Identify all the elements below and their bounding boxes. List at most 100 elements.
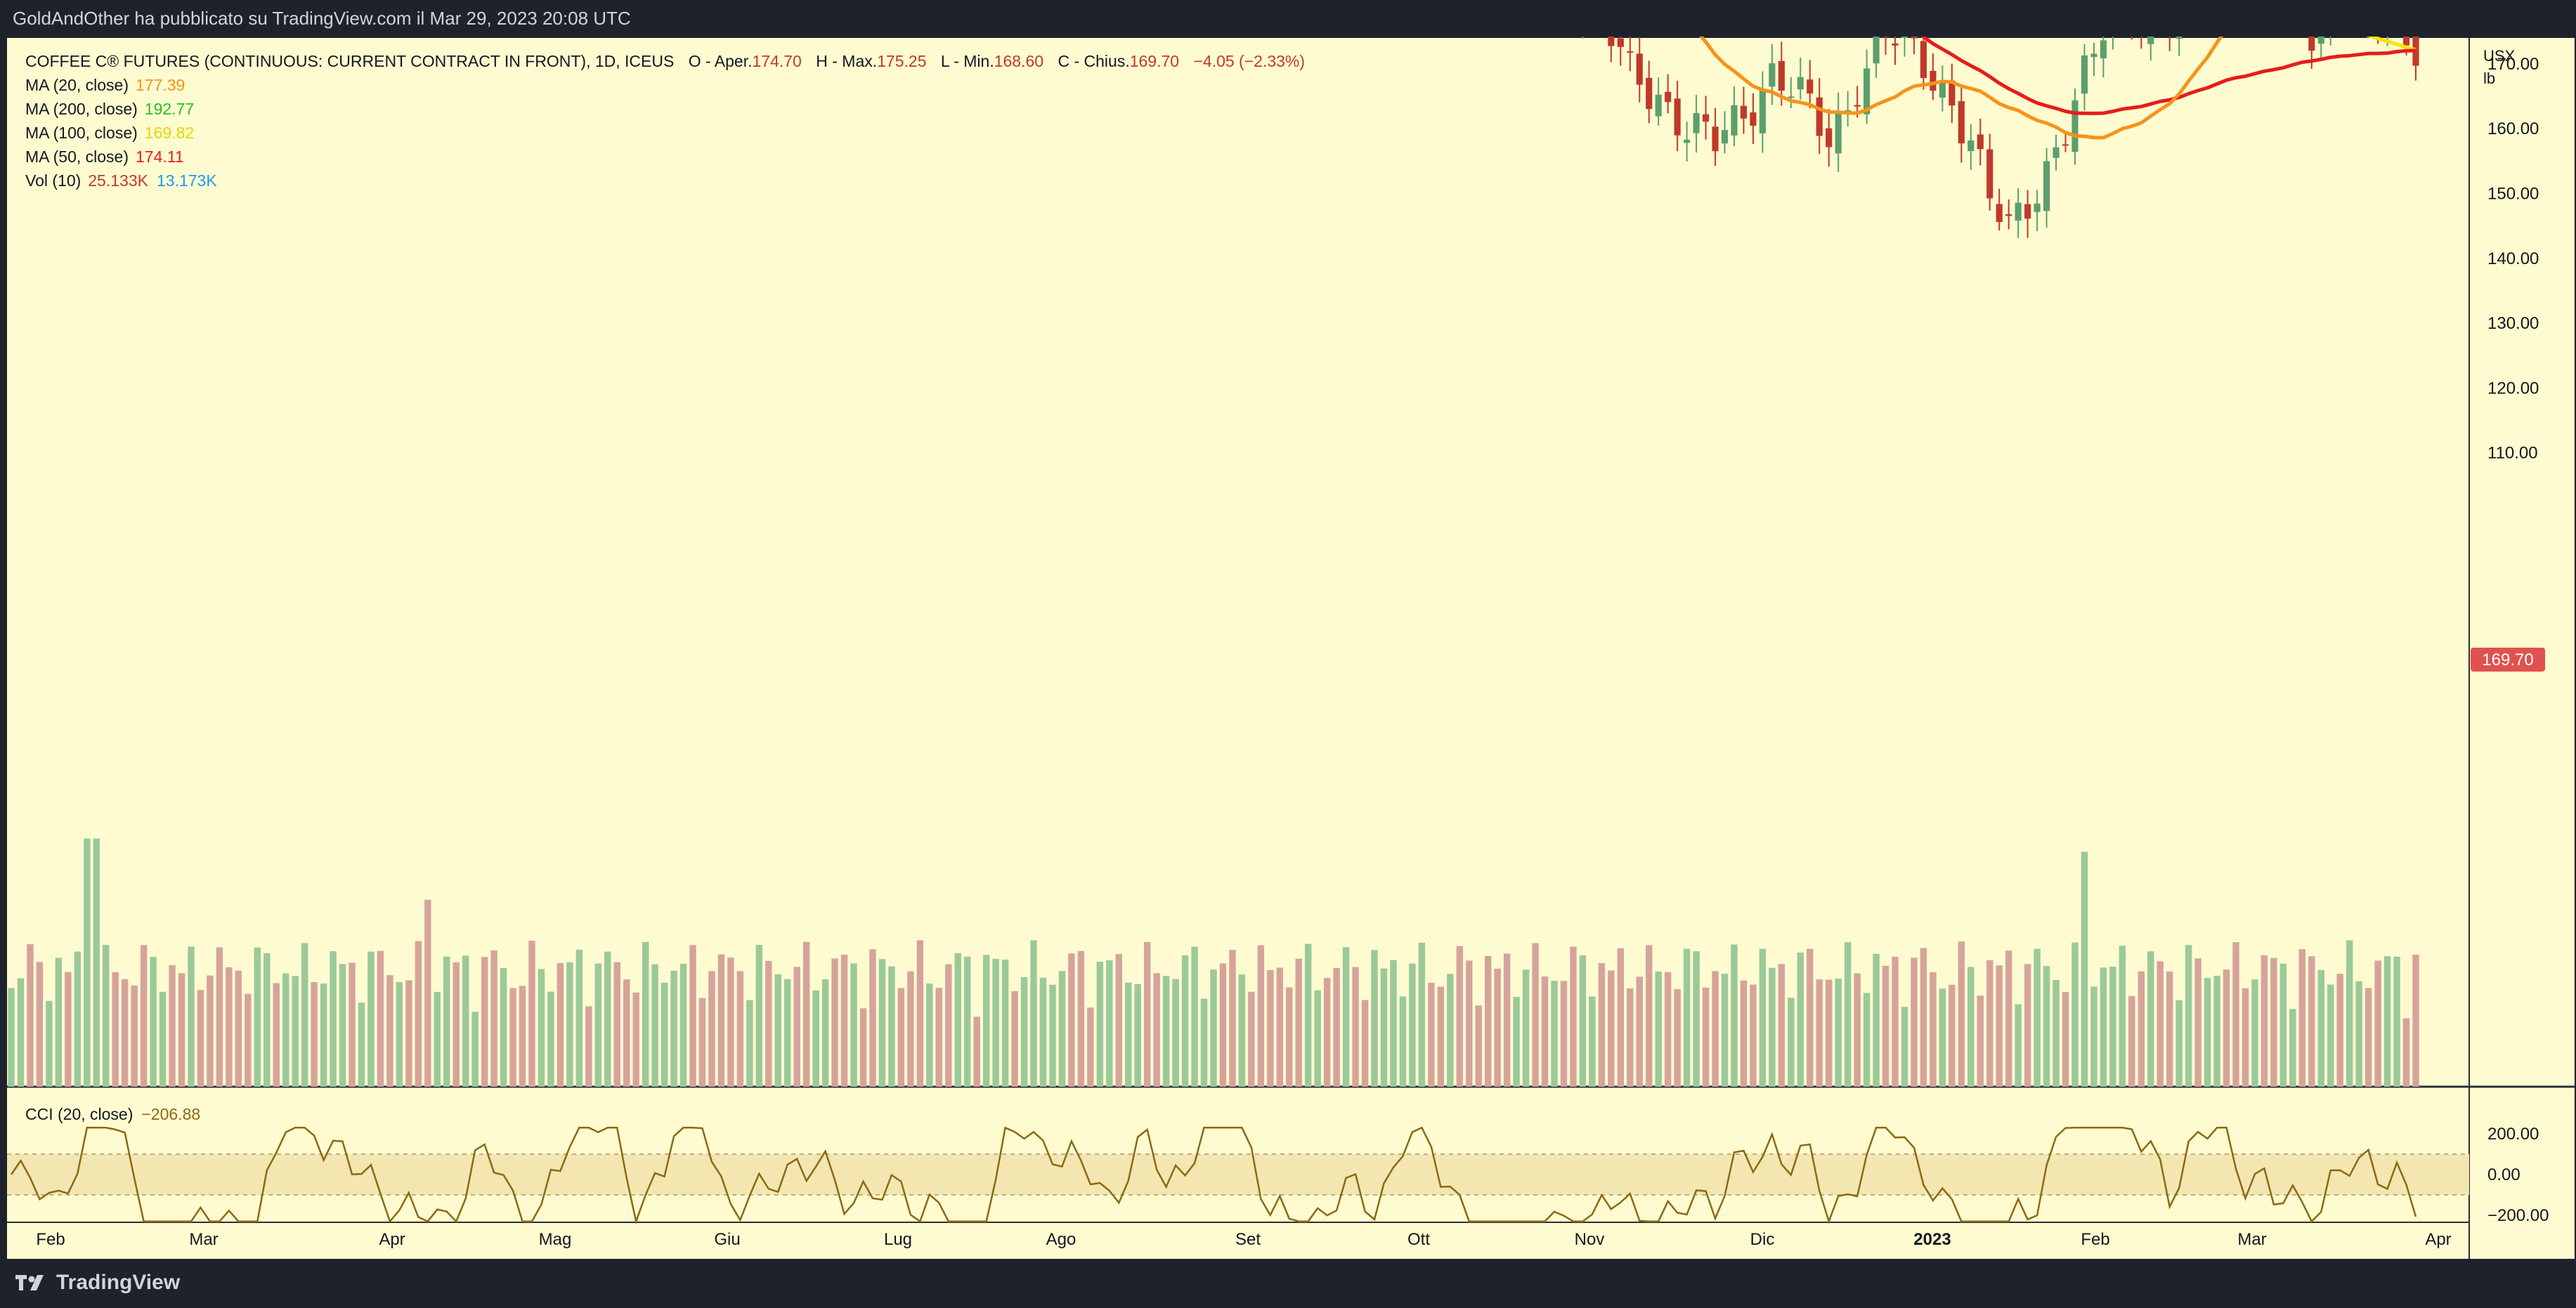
volume-bar (2053, 979, 2060, 1087)
volume-bar (235, 970, 242, 1087)
volume-bar (320, 983, 327, 1087)
volume-bar (784, 979, 791, 1087)
legend-cci[interactable]: CCI (20, close) −206.88 (25, 1105, 200, 1123)
legend-ma20-value: 177.39 (136, 76, 185, 94)
volume-bar (632, 992, 639, 1087)
time-tick-label: Giu (714, 1230, 740, 1249)
volume-bar (708, 971, 715, 1087)
cci-axis: 200.00 0.00 −200.00 (2487, 1125, 2549, 1225)
volume-bar (131, 985, 138, 1087)
volume-bar (661, 982, 668, 1087)
time-tick-label: Dic (1750, 1230, 1775, 1249)
volume-bar (1664, 972, 1672, 1087)
volume-bar (2024, 964, 2031, 1087)
volume-bar (1229, 950, 1236, 1087)
volume-bar (2119, 946, 2126, 1087)
candle-body (1646, 77, 1653, 110)
volume-bar (1058, 971, 1066, 1087)
volume-bar (1570, 946, 1577, 1087)
volume-bar (897, 988, 905, 1087)
legend-ma200-label: MA (200, close) (25, 100, 138, 118)
legend-change: −4.05 (−2.33%) (1193, 52, 1305, 70)
volume-bar (2393, 956, 2400, 1087)
volume-bar (150, 957, 157, 1087)
candle-body (1608, 18, 1615, 46)
legend-ma50[interactable]: MA (50, close) 174.11 (25, 148, 184, 166)
cci-line-group (10, 1126, 2417, 1225)
volume-bar (1967, 967, 1975, 1087)
price-tick-label: 120.00 (2487, 379, 2539, 398)
candle-body (1740, 105, 1748, 119)
volume-bar (2090, 986, 2097, 1087)
candle-body (1826, 128, 1833, 148)
volume-bar (27, 944, 34, 1087)
legend-l-label: L - Min. (941, 52, 994, 70)
volume-bar (84, 838, 91, 1087)
legend-ma100-label: MA (100, close) (25, 124, 138, 142)
candle-body (2062, 144, 2069, 146)
volume-bar (1825, 979, 1833, 1087)
candle-body (1939, 82, 1946, 98)
candle-body (1750, 112, 1757, 126)
legend-volume[interactable]: Vol (10) 25.133K 13.173K (25, 171, 217, 190)
volume-bar (585, 1006, 592, 1087)
volume-bar (1655, 971, 1662, 1087)
tradingview-brand[interactable]: TradingView (14, 1271, 180, 1295)
volume-bar (1930, 972, 1937, 1087)
chart-canvas[interactable]: 110.00 120.00 130.00 140.00 150.00 160.00 170.… (0, 0, 2576, 1259)
volume-bar (878, 959, 886, 1087)
candle-body (2308, 19, 2315, 51)
candle-body (1797, 77, 1804, 90)
candle-body (1665, 91, 1672, 103)
chart-frame[interactable]: 110.00 120.00 130.00 140.00 150.00 160.00 170.… (0, 0, 2576, 1259)
price-tick-label: 150.00 (2487, 185, 2539, 204)
time-tick-label: Feb (36, 1230, 65, 1249)
volume-bar (557, 963, 564, 1087)
volume-bar (2062, 992, 2069, 1087)
published-by-text: GoldAndOther ha pubblicato su TradingVie… (13, 8, 631, 29)
legend-ma100[interactable]: MA (100, close) 169.82 (25, 124, 194, 142)
volume-bar (159, 991, 167, 1087)
volume-bar (1522, 969, 1530, 1087)
volume-bar (1683, 948, 1691, 1087)
volume-bar (1693, 951, 1700, 1087)
volume-bar (1579, 955, 1587, 1087)
candle-body (1636, 53, 1643, 85)
volume-bar (1475, 1005, 1482, 1087)
volume-bar (1627, 988, 1634, 1087)
cci-tick-label: 200.00 (2487, 1125, 2539, 1144)
volume-bar (964, 956, 971, 1087)
volume-bar (216, 947, 223, 1087)
volume-bar (178, 973, 186, 1087)
candle-body (1721, 130, 1729, 144)
volume-bar (1702, 987, 1710, 1087)
volume-bar (1759, 948, 1767, 1087)
volume-bar (812, 990, 819, 1087)
volume-bar (1484, 955, 1492, 1087)
legend-ma100-value: 169.82 (145, 124, 194, 142)
legend-ma200[interactable]: MA (200, close) 192.77 (25, 100, 194, 118)
volume-bar (1437, 986, 1445, 1087)
volume-bar (1200, 998, 1208, 1087)
volume-bar (2298, 949, 2306, 1087)
volume-bar (330, 951, 337, 1087)
candle-body (1759, 91, 1766, 133)
volume-bar (254, 947, 261, 1087)
candle-body (1702, 114, 1710, 122)
volume-bar (1920, 948, 1927, 1087)
volume-bar (2374, 960, 2381, 1087)
volume-bar (1816, 979, 1823, 1087)
volume-bar (926, 983, 933, 1087)
volume-bar (1674, 988, 1681, 1087)
candle-body (2053, 147, 2060, 158)
legend-ma20[interactable]: MA (20, close) 177.39 (25, 76, 185, 94)
candle-body (1845, 110, 1852, 112)
legend: COFFEE C® FUTURES (CONTINUOUS: CURRENT C… (25, 52, 1305, 1123)
volume-bar (689, 945, 696, 1087)
unit-label: lb (2483, 70, 2495, 87)
volume-bar (1153, 973, 1160, 1087)
volume-bar (1598, 963, 1606, 1087)
volume-bar (1162, 976, 1170, 1087)
volume-bar (1125, 982, 1132, 1087)
volume-bar (973, 1016, 980, 1087)
